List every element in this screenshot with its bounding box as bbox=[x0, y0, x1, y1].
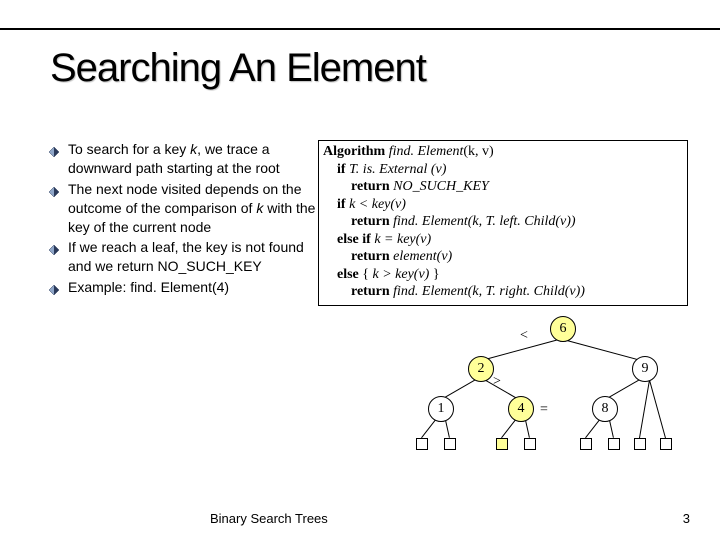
algo-line: else { k > key(v) } bbox=[323, 266, 683, 284]
tree-leaf bbox=[524, 438, 536, 450]
footer-title: Binary Search Trees bbox=[210, 511, 328, 526]
algo-line: return NO_SUCH_KEY bbox=[323, 178, 683, 196]
bullet-list: To search for a key k, we trace a downwa… bbox=[48, 140, 318, 306]
tree-leaf bbox=[416, 438, 428, 450]
tree-node: 2 bbox=[468, 356, 494, 382]
bullet-text: To search for a key k, we trace a downwa… bbox=[68, 140, 318, 178]
tree-leaf bbox=[660, 438, 672, 450]
diamond-bullet-icon bbox=[48, 238, 68, 276]
tree-diagram: 6 2 9 1 4 8 < > = bbox=[318, 316, 688, 496]
tree-edge bbox=[609, 420, 614, 438]
bullet-item: If we reach a leaf, the key is not found… bbox=[48, 238, 318, 276]
tree-edge bbox=[501, 419, 516, 438]
comparison-symbol: = bbox=[540, 402, 548, 418]
page-number: 3 bbox=[683, 511, 690, 526]
bullet-item: To search for a key k, we trace a downwa… bbox=[48, 140, 318, 178]
diamond-bullet-icon bbox=[48, 140, 68, 178]
algo-line: return find. Element(k, T. right. Child(… bbox=[323, 283, 683, 301]
algo-line: if k < key(v) bbox=[323, 196, 683, 214]
algo-line: return element(v) bbox=[323, 248, 683, 266]
tree-leaf bbox=[496, 438, 508, 450]
comparison-symbol: > bbox=[493, 374, 501, 390]
tree-edge bbox=[607, 379, 640, 399]
tree-node: 4 bbox=[508, 396, 534, 422]
algo-line: if T. is. External (v) bbox=[323, 161, 683, 179]
tree-edge bbox=[585, 419, 600, 438]
right-column: Algorithm find. Element(k, v) if T. is. … bbox=[318, 140, 688, 306]
bullet-item: Example: find. Element(4) bbox=[48, 278, 318, 301]
page-title: Searching An Element bbox=[50, 46, 426, 91]
bullet-text: If we reach a leaf, the key is not found… bbox=[68, 238, 318, 276]
comparison-symbol: < bbox=[520, 328, 528, 344]
bullet-item: The next node visited depends on the out… bbox=[48, 180, 318, 237]
diamond-bullet-icon bbox=[48, 180, 68, 237]
tree-edge bbox=[639, 380, 650, 438]
tree-edge bbox=[445, 420, 450, 438]
tree-edge bbox=[649, 380, 666, 438]
bullet-text: Example: find. Element(4) bbox=[68, 278, 318, 301]
algorithm-box: Algorithm find. Element(k, v) if T. is. … bbox=[318, 140, 688, 306]
tree-node: 8 bbox=[592, 396, 618, 422]
tree-edge bbox=[443, 379, 476, 399]
tree-leaf bbox=[608, 438, 620, 450]
tree-node: 9 bbox=[632, 356, 658, 382]
main-content: To search for a key k, we trace a downwa… bbox=[48, 140, 688, 306]
algo-line: return find. Element(k, T. left. Child(v… bbox=[323, 213, 683, 231]
title-underline bbox=[0, 28, 720, 30]
tree-node: 1 bbox=[428, 396, 454, 422]
tree-edge bbox=[567, 340, 641, 361]
diamond-bullet-icon bbox=[48, 278, 68, 301]
tree-node: 6 bbox=[550, 316, 576, 342]
algo-line: else if k = key(v) bbox=[323, 231, 683, 249]
tree-leaf bbox=[634, 438, 646, 450]
algo-header: Algorithm find. Element(k, v) bbox=[323, 143, 683, 161]
tree-leaf bbox=[444, 438, 456, 450]
bullet-text: The next node visited depends on the out… bbox=[68, 180, 318, 237]
tree-leaf bbox=[580, 438, 592, 450]
tree-edge bbox=[421, 419, 436, 438]
tree-edge bbox=[525, 420, 530, 438]
